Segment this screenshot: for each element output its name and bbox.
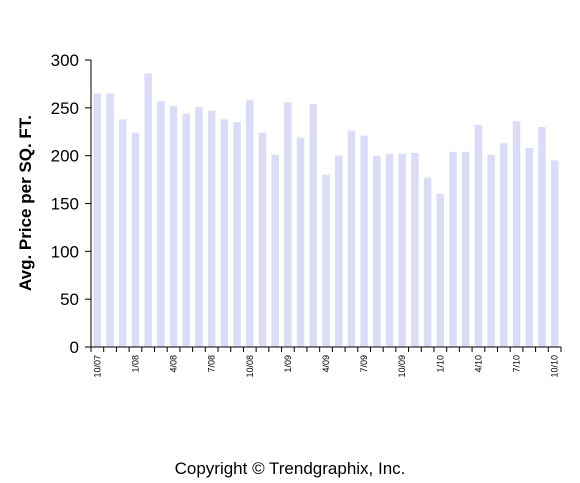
bar-10-08 — [246, 100, 254, 348]
x-tick-label-4-10: 4/10 — [473, 355, 483, 373]
x-tick-label-10-07: 10/07 — [92, 355, 102, 378]
bar-11-07 — [106, 93, 114, 347]
bar-10-07 — [93, 93, 102, 347]
x-tick-label-10-08: 10/08 — [245, 355, 255, 378]
x-tick-label-1-08: 1/08 — [130, 355, 140, 373]
x-tick-label-4-08: 4/08 — [169, 355, 179, 373]
y-tick-label-250: 250 — [51, 99, 79, 118]
bar-5-10 — [487, 154, 495, 347]
y-tick-label-150: 150 — [51, 195, 79, 214]
copyright-text: Copyright © Trendgraphix, Inc. — [174, 459, 406, 478]
bar-8-08 — [220, 119, 229, 347]
bar-8-10 — [525, 148, 533, 347]
y-tick-label-200: 200 — [51, 147, 79, 166]
bar-12-08 — [271, 154, 279, 347]
y-tick-label-0: 0 — [70, 338, 79, 357]
bar-4-09 — [322, 174, 330, 347]
bar-6-10 — [500, 143, 508, 347]
x-tick-label-1-10: 1/10 — [435, 355, 445, 373]
y-tick-label-100: 100 — [51, 242, 79, 261]
bar-1-09 — [284, 102, 292, 347]
x-ticks-group: 10/07 1/08 4/08 7/08 10/08 1/09 4/09 7/09 10/09 1… — [90, 347, 562, 378]
y-tick-label-50: 50 — [60, 290, 79, 309]
bar-8-09 — [373, 155, 381, 347]
bar-2-08 — [144, 73, 152, 347]
bar-3-09 — [309, 104, 318, 347]
y-tick-label-300: 300 — [51, 51, 79, 70]
bar-7-08 — [207, 110, 216, 347]
bar-3-10 — [461, 151, 470, 347]
bar-3-08 — [157, 101, 165, 347]
bar-4-10 — [474, 125, 483, 347]
bar-5-08 — [182, 113, 191, 347]
bar-7-09 — [360, 135, 368, 347]
bar-9-10 — [538, 126, 546, 347]
bar-1-10 — [436, 193, 445, 347]
bar-10-09 — [398, 153, 406, 347]
y-ticks-group: 0 50 100 150 200 250 300 — [51, 51, 91, 357]
bar-12-07 — [119, 119, 127, 347]
y-axis-label: Avg. Price per SQ. FT. — [16, 115, 35, 291]
bar-2-10 — [449, 151, 457, 347]
bar-10-10 — [550, 160, 559, 347]
bar-11-08 — [258, 132, 267, 347]
bar-11-09 — [411, 152, 419, 347]
bar-9-08 — [233, 122, 241, 348]
bar-9-09 — [385, 153, 394, 347]
bar-7-10 — [512, 121, 521, 347]
x-tick-label-10-09: 10/09 — [397, 355, 407, 378]
bar-5-09 — [334, 155, 343, 347]
x-tick-label-10-10: 10/10 — [550, 355, 560, 378]
bar-6-08 — [195, 106, 203, 347]
bar-6-09 — [347, 130, 356, 347]
x-tick-label-1-09: 1/09 — [283, 355, 293, 373]
bar-4-08 — [169, 105, 178, 347]
x-tick-label-7-10: 7/10 — [512, 355, 522, 373]
bars-group — [93, 73, 559, 348]
x-tick-label-7-08: 7/08 — [207, 355, 217, 373]
x-tick-label-7-09: 7/09 — [359, 355, 369, 373]
bar-12-09 — [423, 177, 432, 347]
x-tick-label-4-09: 4/09 — [321, 355, 331, 373]
bar-2-09 — [296, 137, 305, 347]
bar-1-08 — [131, 132, 140, 347]
